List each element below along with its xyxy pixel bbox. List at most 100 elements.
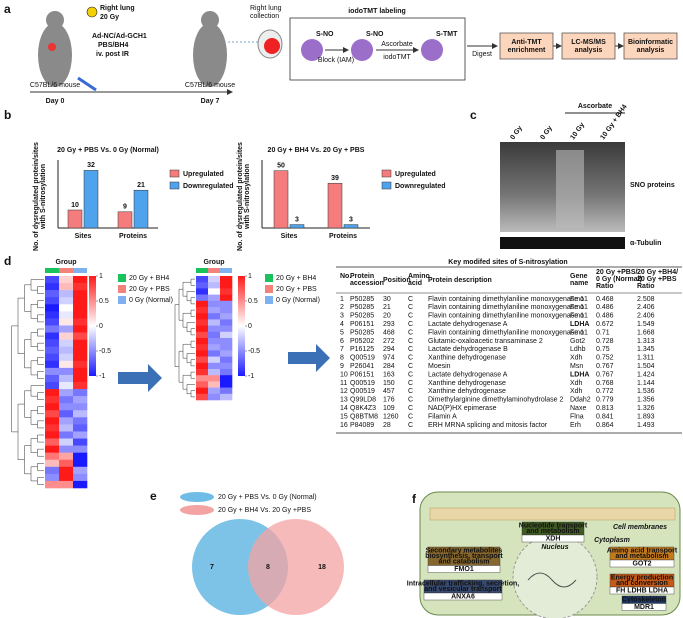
bar xyxy=(133,189,149,229)
heatmap-cell xyxy=(73,389,88,397)
heatmap-cell xyxy=(196,294,209,302)
table-cell: 1.893 xyxy=(637,413,655,420)
heatmap-cell xyxy=(208,307,221,314)
heatmap-cell xyxy=(73,473,88,482)
x-tick-label: Proteins xyxy=(329,233,357,240)
table-cell: 0.468 xyxy=(596,296,614,303)
dendrogram xyxy=(190,309,195,317)
panel-label: c xyxy=(470,108,477,122)
table-cell: 1.424 xyxy=(637,371,655,378)
table-cell: C xyxy=(408,371,413,378)
heatmap-cell xyxy=(59,417,74,425)
table-cell: 2.508 xyxy=(637,296,655,303)
heatmap-cell xyxy=(45,318,60,326)
table-cell: 0.767 xyxy=(596,363,614,370)
table-cell: Lactate dehydrogenase B xyxy=(428,346,508,353)
heatmap-cell xyxy=(45,452,60,461)
heatmap-cell xyxy=(196,319,209,326)
heatmap-cell xyxy=(196,288,209,295)
table-cell: C xyxy=(408,388,413,395)
dendrogram xyxy=(190,297,195,305)
heatmap-cell xyxy=(45,332,60,340)
table-cell: P26041 xyxy=(350,363,374,370)
heatmap-cell xyxy=(73,374,88,383)
table-cell: 0.71 xyxy=(596,329,610,336)
heatmap-cell xyxy=(208,313,221,320)
heatmap-cell xyxy=(45,389,60,397)
label: Cell membranes xyxy=(613,524,667,531)
table-cell: Filamin A xyxy=(428,413,457,420)
scale-tick-label: -0.5 xyxy=(99,348,111,355)
table-cell: 1260 xyxy=(383,413,399,420)
table-cell: 28 xyxy=(383,422,391,429)
gene-box xyxy=(609,559,675,568)
table-cell: C xyxy=(408,422,413,429)
heatmap-cell xyxy=(73,410,88,418)
heatmap-cell xyxy=(220,288,233,295)
legend-swatch xyxy=(265,274,273,282)
dendrogram xyxy=(17,403,25,460)
group-bar xyxy=(45,268,59,273)
table-cell: Flavin containing dimethylaniline monoxy… xyxy=(428,313,584,320)
table-cell: P06151 xyxy=(350,321,374,328)
table-cell: 468 xyxy=(383,329,395,336)
dendrogram xyxy=(37,477,44,485)
heatmap-cell xyxy=(45,473,60,482)
table-cell: Erh xyxy=(570,422,581,429)
heatmap-cell xyxy=(220,319,233,326)
legend-swatch xyxy=(180,505,214,515)
heatmap-cell xyxy=(220,362,233,370)
heatmap-cell xyxy=(220,381,233,388)
heatmap-cell xyxy=(73,318,88,326)
dendrogram xyxy=(178,350,183,383)
dendrogram xyxy=(190,359,195,367)
heatmap-cell xyxy=(45,403,60,411)
heatmap-cell xyxy=(196,313,209,320)
group-label: Group xyxy=(56,259,77,266)
gene-box xyxy=(521,534,585,543)
heatmap-cell xyxy=(73,283,88,291)
table-cell: Moesin xyxy=(428,363,451,370)
function-title: Secondary metabolites xyxy=(426,548,503,555)
legend-label: 20 Gy + BH4 xyxy=(276,275,316,282)
bar xyxy=(83,170,99,229)
function-title: Cytoskeleton xyxy=(622,597,666,604)
table-header: Amino xyxy=(408,273,430,280)
table-cell: 293 xyxy=(383,321,395,328)
table-cell: C xyxy=(408,405,413,412)
step-label: LC-MS/MS xyxy=(571,39,606,46)
table-cell: 0.767 xyxy=(596,371,614,378)
group-bar xyxy=(73,268,87,273)
step-label: enrichment xyxy=(508,47,546,54)
heatmap-cell xyxy=(196,350,209,357)
table-cell: 150 xyxy=(383,380,395,387)
gene-label: GOT2 xyxy=(632,560,651,567)
group-bar xyxy=(59,268,73,273)
dendrogram xyxy=(37,434,44,443)
table-cell: 457 xyxy=(383,388,395,395)
heatmap-cell xyxy=(45,374,60,383)
label: α-Tubulin xyxy=(630,240,661,247)
dendrogram xyxy=(37,357,44,365)
dendrogram xyxy=(37,342,44,351)
table-header: acid xyxy=(408,280,422,287)
arrow xyxy=(118,364,162,392)
label: iv. post IR xyxy=(96,51,129,58)
table-cell: 2 xyxy=(340,304,344,311)
legend-swatch xyxy=(118,274,126,282)
dendrogram xyxy=(30,304,38,319)
heatmap-cell xyxy=(59,438,74,446)
table-cell: 0.75 xyxy=(596,346,610,353)
table-cell: 1.668 xyxy=(637,329,655,336)
heatmap-cell xyxy=(208,344,221,351)
heatmap-cell xyxy=(59,332,74,340)
table-cell: 21 xyxy=(383,304,391,311)
heatmap-cell xyxy=(208,294,221,302)
heatmap-cell xyxy=(59,424,74,432)
heatmap-cell xyxy=(45,417,60,425)
heatmap-cell xyxy=(73,325,88,333)
heatmap-cell xyxy=(208,362,221,370)
step-box xyxy=(499,32,554,60)
heatmap-cell xyxy=(220,338,233,345)
heatmap-cell xyxy=(45,360,60,369)
